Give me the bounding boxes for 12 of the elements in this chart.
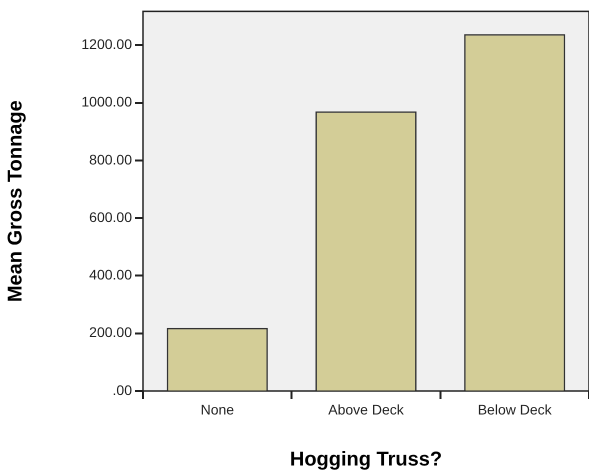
y-tick-label: 200.00 [89,324,132,340]
y-tick-label: 400.00 [89,266,132,283]
y-tick-label: 800.00 [89,151,132,168]
y-tick-label: 1200.00 [81,36,132,52]
x-tick-label: Above Deck [328,401,405,418]
y-tick-label: 1000.00 [81,94,132,110]
y-axis-title: Mean Gross Tonnage [4,100,27,302]
y-tick-label: .00 [112,382,132,398]
x-tick-label: None [200,401,234,418]
x-axis-title: Hogging Truss? [290,448,442,471]
y-tick-label: 600.00 [89,208,132,225]
x-tick-label: Below Deck [478,401,553,418]
